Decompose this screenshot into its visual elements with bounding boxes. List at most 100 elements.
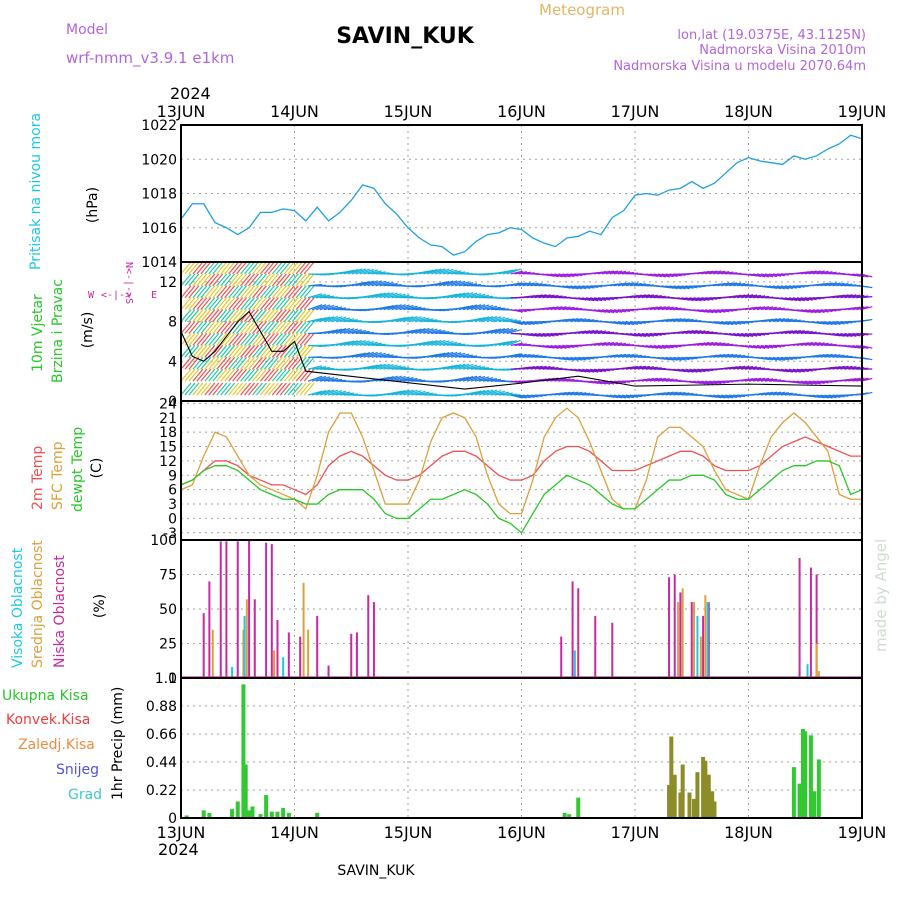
cloud-bar-srednja: [677, 602, 679, 678]
precip-bar: [817, 759, 821, 818]
cloud-bar-srednja: [307, 630, 309, 678]
cloud-label-c: Niska Oblacnost: [52, 555, 68, 668]
temp-unit: (C): [89, 458, 105, 479]
x-tick-label-top: 19JUN: [838, 102, 887, 121]
y-tick-label: 0.22: [146, 783, 177, 799]
cloud-bar-niska: [328, 666, 330, 678]
precip-bar: [669, 737, 673, 818]
precip-bar: [264, 795, 268, 818]
y-tick-label: 8: [168, 315, 177, 331]
credit-label: made by Angel: [872, 539, 890, 652]
cloud-bar-srednja: [273, 650, 275, 678]
year-top: 2024: [170, 84, 211, 103]
cloud-label-b: Srednja Oblacnost: [30, 540, 46, 668]
cloud-bar-niska: [299, 637, 301, 678]
x-tick-label-bottom: 14JUN: [270, 823, 319, 842]
cloud-bar-srednja: [212, 630, 214, 678]
cloud-bar-visoka: [807, 664, 809, 678]
wind-label-a: 10m Vjetar: [30, 294, 46, 372]
station-title: SAVIN_KUK: [336, 24, 475, 49]
cloud-bar-srednja: [693, 602, 695, 678]
legend-zaledj: Zaledj.Kisa: [18, 737, 95, 753]
precip-bar: [692, 799, 696, 818]
elevation-label: Nadmorska Visina 2010m: [699, 43, 866, 58]
cloud-bar-niska: [254, 599, 256, 678]
y-tick-label: 1016: [141, 221, 177, 237]
year-bottom: 2024: [158, 840, 199, 859]
cloud-bar-visoka: [696, 616, 698, 678]
wind-label-b: Brzina i Pravac: [50, 279, 66, 383]
y-tick-label: 75: [159, 568, 177, 584]
cloud-bar-niska: [208, 581, 210, 678]
precip-bar: [681, 765, 685, 818]
y-tick-label: 4: [168, 354, 177, 370]
meteogram-label: Meteogram: [539, 1, 625, 19]
x-tick-label-bottom: 15JUN: [384, 823, 433, 842]
pressure-line: [181, 135, 862, 255]
cloud-bar-niska: [356, 632, 358, 678]
cloud-label-a: Visoka Oblacnost: [10, 547, 26, 668]
cloud-bar-niska: [225, 541, 227, 678]
cloud-bar-srednja: [700, 637, 702, 678]
lonlat-label: lon,lat (19.0375E, 43.1125N): [677, 28, 866, 43]
cloud-bar-niska: [271, 544, 273, 678]
model-name: wrf-nmm_v3.9.1 e1km: [66, 49, 234, 68]
model-label: Model: [66, 22, 108, 38]
cloud-bar-visoka: [282, 657, 284, 678]
cloud-bar-visoka: [707, 602, 709, 678]
precip-bar: [712, 801, 716, 818]
x-tick-label-top: 17JUN: [611, 102, 660, 121]
y-tick-label: 1014: [141, 255, 177, 271]
cloud-bar-visoka: [244, 616, 246, 678]
temp-label-a: 2m Temp: [30, 446, 46, 510]
y-tick-label: 1022: [141, 118, 177, 134]
cloud-bar-niska: [668, 577, 670, 678]
pressure-unit: (hPa): [85, 187, 101, 223]
data-layer: [181, 135, 872, 818]
wind-vector: [507, 321, 521, 322]
cloud-bar-niska: [265, 543, 267, 678]
cloud-bar-srednja: [246, 599, 248, 678]
cloud-bar-srednja: [704, 595, 706, 678]
temp-label-c: dewpt Temp: [70, 427, 86, 512]
cloud-bar-niska: [572, 581, 574, 678]
precip-bar: [230, 809, 234, 818]
cloud-bar-niska: [248, 540, 250, 678]
precip-bar: [576, 798, 580, 818]
cloud-bar-niska: [350, 634, 352, 678]
cloud-unit: (%): [92, 594, 108, 618]
cloud-bar-niska: [203, 613, 205, 678]
y-tick-label: 1018: [141, 187, 177, 203]
x-tick-label-bottom: 18JUN: [724, 823, 773, 842]
cloud-bar-niska: [276, 620, 278, 678]
wind-unit: (m/s): [80, 312, 96, 349]
x-tick-label-bottom: 13JUN: [157, 823, 206, 842]
cloud-bar-niska: [560, 637, 562, 678]
temp-panel-frame: [181, 401, 862, 540]
pressure-label: Pritisak na nivou mora: [28, 113, 44, 270]
precip-bar: [792, 767, 796, 818]
cloud-bar-niska: [220, 541, 222, 678]
cloud-bar-visoka: [231, 667, 233, 678]
cloud-bar-niska: [316, 616, 318, 678]
y-tick-label: 0: [168, 811, 177, 827]
precip-bar: [244, 765, 248, 818]
cloud-bar-srednja: [816, 644, 818, 679]
footer-station: SAVIN_KUK: [337, 863, 415, 879]
y-tick-label: 1020: [141, 152, 177, 168]
cloud-bar-niska: [367, 595, 369, 678]
temp-label-b: SFC Temp: [50, 441, 66, 510]
x-tick-label-top: 15JUN: [384, 102, 433, 121]
cloud-bar-niska: [611, 623, 613, 678]
cloud-bar-niska: [577, 588, 579, 678]
x-tick-label-top: 16JUN: [497, 102, 546, 121]
x-tick-label-bottom: 16JUN: [497, 823, 546, 842]
wind-compass-we: <-|->: [101, 290, 131, 301]
precip-bar: [247, 810, 251, 818]
y-tick-label: 12: [159, 275, 177, 291]
x-tick-label-top: 14JUN: [270, 102, 319, 121]
precip-bar: [809, 735, 813, 818]
y-tick-label: 50: [159, 602, 177, 618]
precip-bar: [812, 791, 816, 818]
x-tick-label-bottom: 19JUN: [838, 823, 887, 842]
